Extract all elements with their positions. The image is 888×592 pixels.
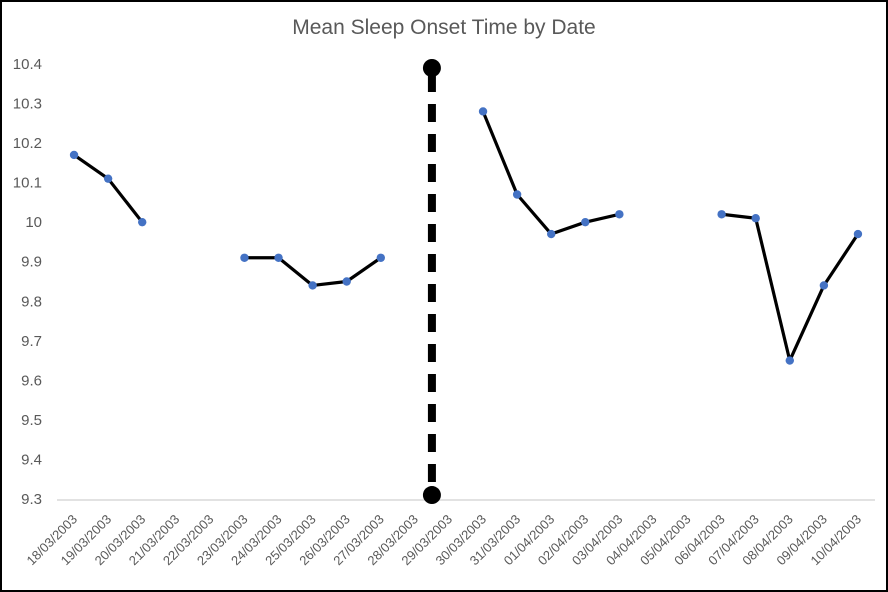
y-tick-label: 10.2 (13, 135, 42, 152)
y-tick-label: 9.7 (21, 333, 42, 350)
data-point-marker (342, 277, 351, 286)
data-point-marker (615, 210, 624, 219)
data-point-marker (240, 253, 249, 262)
chart-title: Mean Sleep Onset Time by Date (292, 16, 596, 39)
data-point-marker (785, 356, 794, 365)
data-point-marker (751, 214, 760, 223)
y-tick-label: 10 (25, 214, 42, 231)
data-point-marker (376, 253, 385, 262)
data-point-marker (512, 190, 522, 199)
data-point-marker (547, 229, 556, 239)
data-point-marker (308, 281, 317, 290)
phase-divider-bottom-dot (422, 486, 441, 505)
y-axis-tick-labels: 9.3 9.4 9.5 9.6 9.7 9.8 9.9 10 10.1 10.2 10.3 10.4 (13, 56, 42, 508)
y-tick-label: 9.8 (21, 293, 42, 310)
phase-divider (422, 58, 441, 505)
series-line-segment (720, 212, 860, 363)
y-tick-label: 9.4 (21, 451, 42, 468)
phase-divider-top-dot (422, 58, 441, 77)
data-point-marker (138, 217, 147, 227)
y-tick-label: 10.3 (13, 96, 42, 113)
data-point-marker (69, 150, 79, 160)
data-point-marker (819, 281, 829, 290)
y-tick-label: 9.5 (21, 412, 42, 429)
data-point-marker (274, 253, 283, 262)
y-tick-label: 9.3 (21, 491, 42, 508)
y-tick-label: 9.6 (21, 372, 42, 389)
x-axis-tick-labels: 18/03/200319/03/200320/03/200321/03/2003… (24, 512, 865, 569)
data-point-marker (717, 210, 726, 219)
series-line-segment (72, 153, 144, 224)
data-point-marker (581, 217, 590, 227)
y-tick-label: 10.1 (13, 175, 42, 192)
data-point-marker (478, 107, 488, 116)
y-tick-label: 10.4 (13, 56, 42, 73)
data-point-marker (853, 229, 863, 239)
y-tick-label: 9.9 (21, 254, 42, 271)
series-markers (69, 107, 863, 365)
series-line-segment (481, 109, 621, 236)
series-mean-sleep-onset (72, 109, 860, 363)
data-point-marker (103, 174, 113, 183)
